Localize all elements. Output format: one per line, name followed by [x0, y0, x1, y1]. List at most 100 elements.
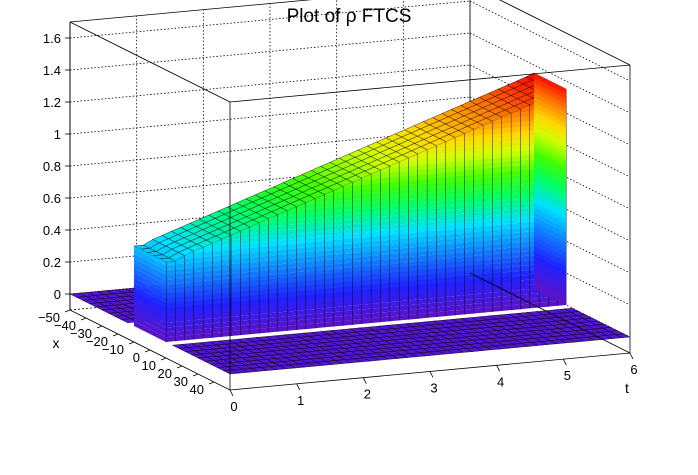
surface-quad: [520, 241, 530, 247]
surface-quad: [446, 257, 456, 264]
surface-quad: [166, 326, 176, 333]
surface-quad: [306, 318, 316, 325]
surface-quad: [362, 188, 372, 195]
surface-quad: [483, 302, 493, 308]
surface-quad: [352, 251, 362, 258]
surface-quad: [371, 226, 381, 232]
surface-quad: [306, 201, 316, 205]
surface-quad: [511, 198, 521, 205]
surface-quad: [380, 287, 390, 294]
surface-quad: [427, 177, 437, 184]
surface-quad: [268, 226, 278, 232]
surface-quad: [166, 307, 176, 314]
surface-quad: [390, 253, 400, 259]
surface-quad: [502, 271, 512, 278]
surface-quad: [446, 238, 456, 245]
surface-quad: [455, 218, 465, 224]
surface-quad: [231, 243, 241, 250]
surface-quad: [520, 140, 530, 146]
surface-quad: [483, 283, 493, 289]
surface-quad: [492, 138, 502, 144]
surface-quad: [399, 271, 409, 278]
surface-quad: [306, 275, 316, 282]
surface-quad: [446, 204, 456, 211]
z-gridline-back: [69, 0, 471, 39]
surface-quad: [446, 185, 456, 192]
surface-quad: [464, 140, 474, 147]
surface-quad: [296, 237, 306, 244]
surface-quad: [380, 302, 390, 308]
surface-quad: [184, 251, 194, 256]
surface-quad: [306, 251, 316, 257]
surface-quad: [259, 313, 269, 319]
surface-quad: [446, 152, 456, 158]
surface-quad: [278, 278, 288, 284]
surface-quad: [520, 202, 530, 209]
surface-quad: [287, 248, 297, 254]
surface-quad: [399, 209, 409, 215]
surface-quad: [175, 316, 185, 322]
surface-quad: [203, 299, 213, 305]
surface-quad: [352, 319, 362, 325]
surface-quad: [390, 224, 400, 231]
surface-quad: [287, 238, 297, 245]
surface-quad: [502, 242, 512, 249]
x-tick: [96, 325, 103, 329]
surface-quad: [250, 237, 260, 243]
surface-quad: [306, 246, 316, 253]
surface-quad: [371, 240, 381, 247]
x-tick-label: 40: [190, 382, 204, 397]
surface-quad: [352, 256, 362, 263]
surface-quad: [259, 270, 269, 276]
surface-quad: [502, 252, 512, 259]
surface-quad: [502, 190, 512, 196]
surface-quad: [362, 236, 372, 243]
surface-quad: [352, 290, 362, 296]
surface-quad: [287, 206, 297, 211]
surface-quad: [455, 156, 465, 162]
surface-quad: [259, 255, 269, 262]
surface-quad: [287, 286, 297, 293]
surface-quad: [324, 292, 334, 299]
surface-quad: [418, 241, 428, 247]
surface-quad: [343, 219, 353, 225]
surface-quad: [296, 218, 306, 225]
surface-quad: [483, 129, 493, 135]
surface-quad: [474, 235, 484, 242]
surface-quad: [408, 251, 418, 258]
surface-quad: [371, 178, 381, 184]
surface-quad: [446, 248, 456, 254]
surface-quad: [418, 274, 428, 281]
surface-quad: [502, 286, 512, 292]
surface-quad: [278, 215, 288, 222]
surface-quad: [502, 238, 512, 244]
surface-quad: [436, 210, 446, 217]
surface-quad: [371, 173, 381, 179]
surface-quad: [455, 276, 465, 282]
surface-quad: [175, 282, 185, 289]
surface-quad: [464, 150, 474, 156]
x-tick: [208, 381, 215, 385]
surface-quad: [436, 224, 446, 231]
surface-quad: [399, 214, 409, 220]
surface-quad: [240, 271, 250, 278]
surface-quad: [334, 306, 344, 313]
surface-quad: [446, 214, 456, 221]
surface-quad: [352, 242, 362, 248]
surface-quad: [184, 310, 194, 317]
x-tick: [176, 365, 183, 369]
surface-quad: [362, 265, 372, 272]
surface-quad: [534, 125, 566, 147]
surface-quad: [492, 117, 502, 122]
surface-quad: [474, 168, 484, 175]
surface-quad: [464, 308, 474, 315]
surface-quad: [315, 303, 325, 309]
surface-quad: [492, 142, 502, 149]
surface-quad: [418, 226, 428, 233]
surface-quad: [334, 196, 344, 202]
surface-quad: [134, 254, 166, 275]
surface-quad: [520, 178, 530, 185]
surface-quad: [166, 297, 176, 304]
surface-quad: [222, 312, 232, 318]
surface-quad: [306, 232, 316, 238]
